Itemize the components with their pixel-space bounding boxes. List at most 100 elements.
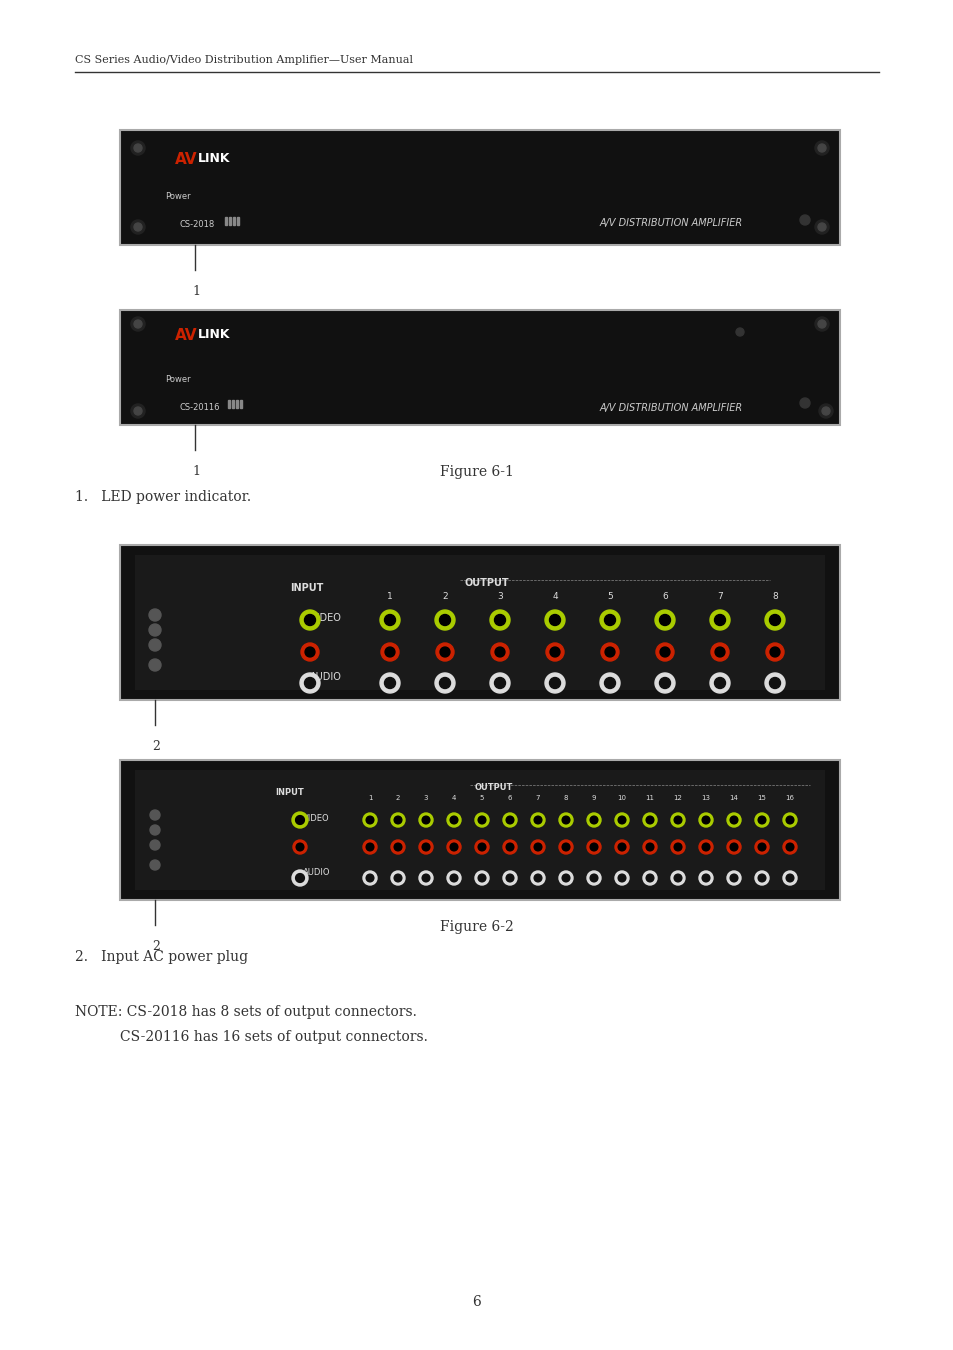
Text: AV: AV — [174, 328, 197, 343]
Text: 8: 8 — [771, 593, 777, 601]
Circle shape — [299, 674, 319, 693]
Circle shape — [531, 813, 544, 828]
Circle shape — [615, 840, 628, 855]
Circle shape — [656, 643, 673, 662]
Circle shape — [363, 871, 376, 886]
Text: 6: 6 — [661, 593, 667, 601]
Circle shape — [305, 647, 314, 657]
Text: 1: 1 — [192, 464, 200, 478]
Text: CS-2018: CS-2018 — [180, 220, 215, 230]
Circle shape — [714, 614, 724, 625]
Circle shape — [450, 844, 457, 850]
Circle shape — [670, 871, 684, 886]
Circle shape — [304, 614, 315, 625]
Circle shape — [701, 875, 709, 882]
Circle shape — [366, 844, 374, 850]
Text: Figure 6-2: Figure 6-2 — [439, 919, 514, 934]
Circle shape — [477, 844, 485, 850]
Circle shape — [785, 844, 793, 850]
Circle shape — [133, 320, 142, 328]
Circle shape — [701, 817, 709, 824]
Text: AUDIO: AUDIO — [310, 672, 341, 682]
Circle shape — [293, 840, 307, 855]
Text: LINK: LINK — [198, 328, 231, 342]
Circle shape — [502, 840, 517, 855]
Bar — [225, 217, 227, 225]
Text: CS-20116: CS-20116 — [180, 404, 220, 412]
Circle shape — [645, 817, 653, 824]
Text: 14: 14 — [729, 795, 738, 801]
Text: 12: 12 — [673, 795, 681, 801]
Circle shape — [131, 220, 145, 234]
Circle shape — [494, 614, 505, 625]
Circle shape — [655, 674, 675, 693]
Circle shape — [615, 813, 628, 828]
Circle shape — [655, 610, 675, 630]
Circle shape — [818, 404, 832, 418]
Text: 1: 1 — [387, 593, 393, 601]
FancyBboxPatch shape — [120, 760, 840, 900]
Circle shape — [586, 813, 600, 828]
Circle shape — [544, 674, 564, 693]
Circle shape — [714, 678, 724, 688]
Circle shape — [391, 813, 405, 828]
Circle shape — [674, 875, 681, 882]
Circle shape — [394, 844, 401, 850]
Circle shape — [422, 844, 430, 850]
Circle shape — [534, 875, 541, 882]
Text: LINK: LINK — [198, 153, 231, 165]
Circle shape — [817, 144, 825, 153]
Circle shape — [422, 875, 430, 882]
Circle shape — [477, 875, 485, 882]
Circle shape — [531, 871, 544, 886]
Circle shape — [726, 871, 740, 886]
Text: INPUT: INPUT — [274, 788, 303, 796]
Circle shape — [506, 875, 514, 882]
Circle shape — [380, 643, 398, 662]
Circle shape — [435, 610, 455, 630]
Circle shape — [659, 678, 670, 688]
Text: INPUT: INPUT — [290, 583, 323, 593]
Circle shape — [558, 840, 573, 855]
Circle shape — [817, 320, 825, 328]
Circle shape — [599, 674, 619, 693]
Text: 7: 7 — [717, 593, 722, 601]
Text: CS Series Audio/Video Distribution Amplifier—User Manual: CS Series Audio/Video Distribution Ampli… — [75, 55, 413, 65]
Circle shape — [561, 875, 569, 882]
Text: 2: 2 — [395, 795, 399, 801]
Circle shape — [764, 674, 784, 693]
Text: NOTE: CS-2018 has 8 sets of output connectors.: NOTE: CS-2018 has 8 sets of output conne… — [75, 1004, 416, 1019]
Circle shape — [674, 844, 681, 850]
Text: 7: 7 — [536, 795, 539, 801]
Text: 13: 13 — [700, 795, 710, 801]
Text: 2: 2 — [152, 940, 160, 953]
Circle shape — [150, 840, 160, 850]
Circle shape — [494, 678, 505, 688]
Circle shape — [394, 817, 401, 824]
Text: 3: 3 — [423, 795, 428, 801]
Circle shape — [391, 871, 405, 886]
Circle shape — [765, 643, 783, 662]
Text: 16: 16 — [784, 795, 794, 801]
Circle shape — [758, 817, 765, 824]
Circle shape — [754, 840, 768, 855]
Circle shape — [726, 813, 740, 828]
Circle shape — [814, 140, 828, 155]
Circle shape — [295, 815, 304, 825]
Circle shape — [715, 647, 724, 657]
Text: 2: 2 — [152, 740, 160, 753]
Circle shape — [586, 840, 600, 855]
Circle shape — [545, 643, 563, 662]
Circle shape — [642, 840, 657, 855]
Circle shape — [502, 813, 517, 828]
Circle shape — [534, 817, 541, 824]
Circle shape — [615, 871, 628, 886]
Circle shape — [299, 610, 319, 630]
Circle shape — [366, 875, 374, 882]
Circle shape — [363, 813, 376, 828]
Circle shape — [710, 643, 728, 662]
Circle shape — [295, 873, 304, 883]
Circle shape — [506, 844, 514, 850]
Circle shape — [729, 844, 737, 850]
Circle shape — [817, 223, 825, 231]
